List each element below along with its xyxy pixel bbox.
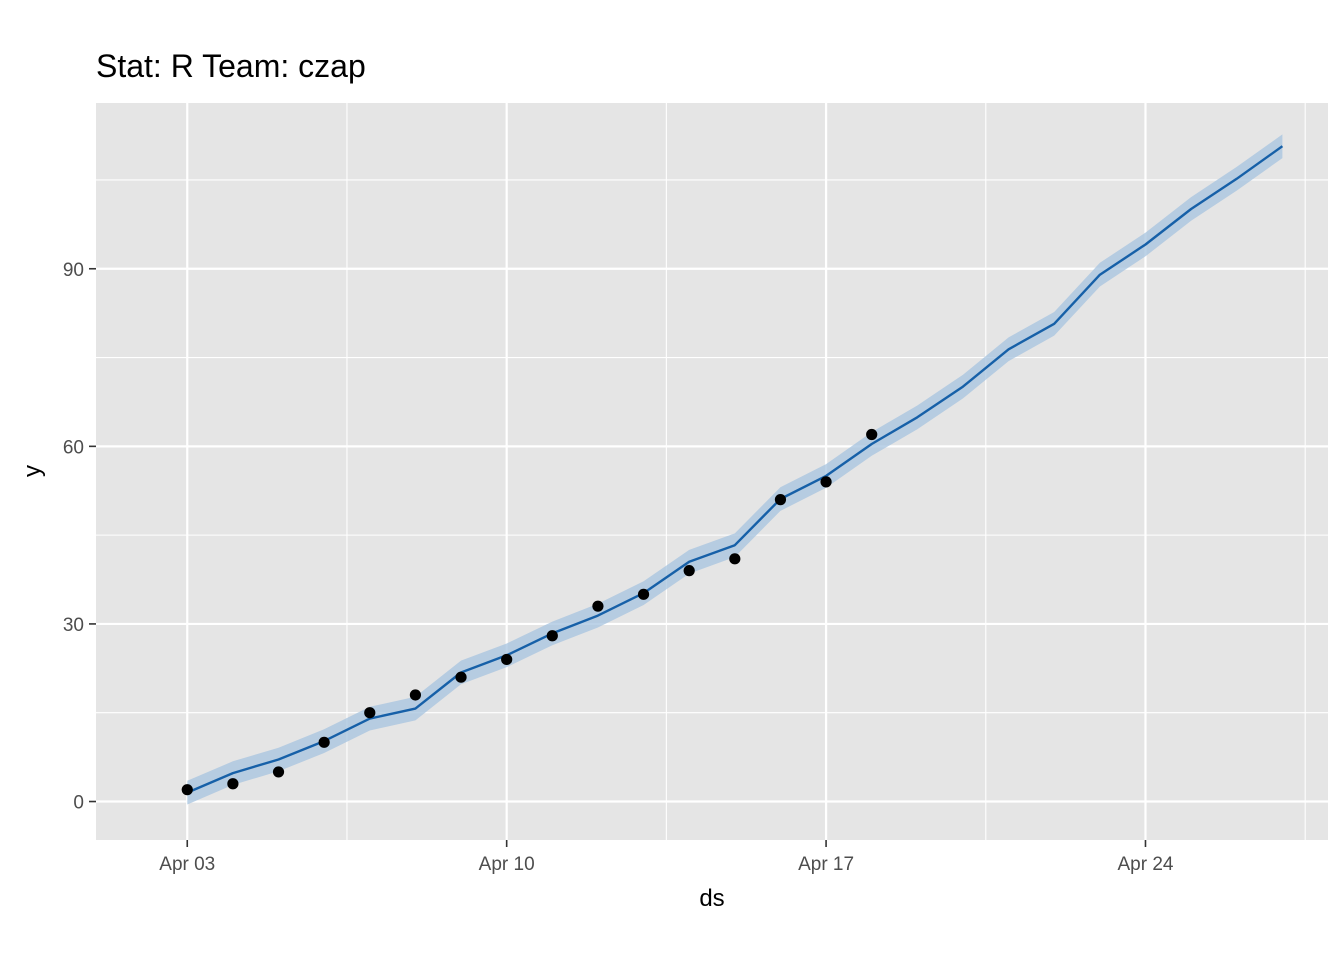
data-point xyxy=(637,588,650,600)
x-tick-label: Apr 17 xyxy=(798,854,854,875)
x-tick-label: Apr 24 xyxy=(1117,854,1173,875)
data-point xyxy=(364,707,376,719)
x-axis-title: ds xyxy=(699,885,724,912)
y-axis: 0 30 60 90 xyxy=(63,260,96,814)
data-point xyxy=(501,653,513,666)
data-point xyxy=(546,630,558,642)
data-point xyxy=(318,736,330,748)
x-tick-label: Apr 10 xyxy=(479,854,535,875)
y-axis-title: y xyxy=(19,465,46,477)
data-point xyxy=(409,689,422,701)
data-point xyxy=(455,671,467,683)
chart-title: Stat: R Team: czap xyxy=(96,48,366,84)
y-tick-label: 90 xyxy=(63,260,84,281)
y-tick-label: 0 xyxy=(73,793,84,814)
plot-panel xyxy=(96,103,1328,840)
major-gridlines xyxy=(96,103,1328,840)
data-point xyxy=(683,565,695,577)
x-axis: Apr 03 Apr 10 Apr 17 Apr 24 xyxy=(159,840,1174,875)
x-tick-label: Apr 03 xyxy=(159,854,215,875)
data-point xyxy=(866,428,878,441)
data-point xyxy=(592,600,604,612)
data-point xyxy=(820,476,832,488)
data-point xyxy=(729,553,741,565)
forecast-line-layer xyxy=(186,145,1284,794)
data-point xyxy=(181,784,193,796)
data-point xyxy=(774,494,787,506)
y-tick-label: 30 xyxy=(63,615,84,636)
data-point xyxy=(227,778,239,790)
forecast-line xyxy=(186,145,1284,794)
y-tick-label: 60 xyxy=(63,437,84,458)
observed-points xyxy=(181,428,878,796)
minor-gridlines xyxy=(96,103,1328,840)
data-point xyxy=(272,766,285,778)
